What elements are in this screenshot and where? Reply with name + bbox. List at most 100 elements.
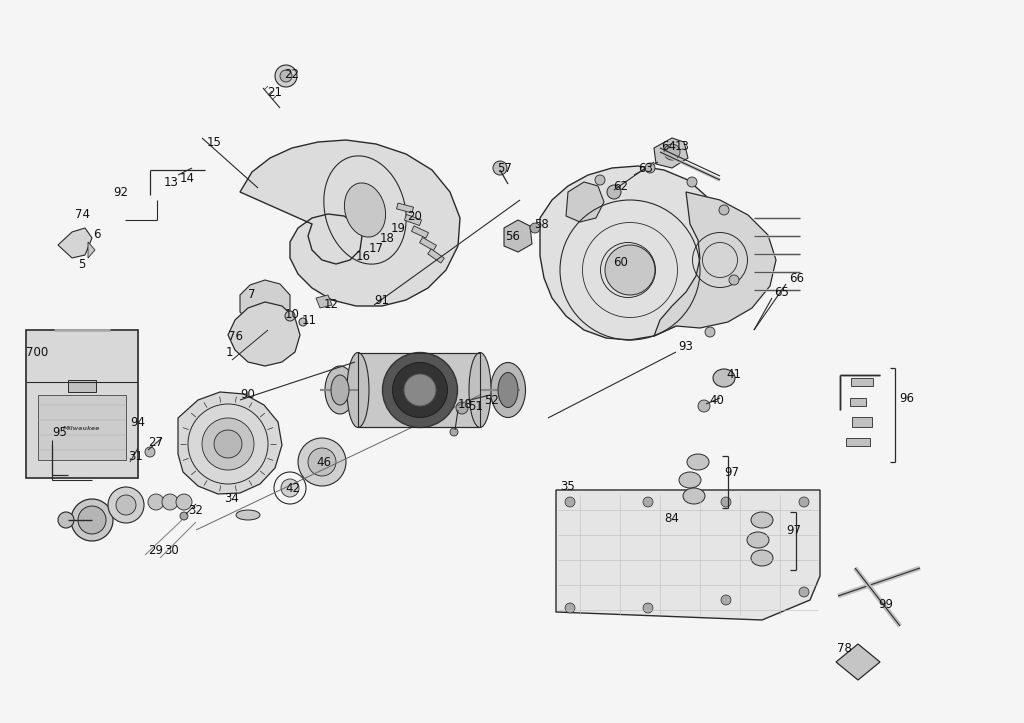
Polygon shape <box>58 228 92 258</box>
Ellipse shape <box>721 497 731 507</box>
Ellipse shape <box>605 245 655 295</box>
Ellipse shape <box>713 369 735 387</box>
Ellipse shape <box>347 353 369 427</box>
Ellipse shape <box>719 205 729 215</box>
Text: 40: 40 <box>709 393 724 406</box>
Ellipse shape <box>687 454 709 470</box>
Polygon shape <box>240 140 460 306</box>
Text: 16: 16 <box>356 250 371 263</box>
Text: 17: 17 <box>369 241 384 254</box>
Polygon shape <box>846 438 870 446</box>
Ellipse shape <box>214 430 242 458</box>
Text: 32: 32 <box>188 503 203 516</box>
Ellipse shape <box>71 499 113 541</box>
Ellipse shape <box>285 311 295 321</box>
Ellipse shape <box>565 497 575 507</box>
Text: 15: 15 <box>207 137 222 150</box>
Text: 66: 66 <box>790 272 804 284</box>
Text: 52: 52 <box>484 395 499 408</box>
Ellipse shape <box>799 497 809 507</box>
Text: 42: 42 <box>285 482 300 495</box>
Text: 64: 64 <box>662 140 676 153</box>
Ellipse shape <box>78 506 106 534</box>
Text: 96: 96 <box>899 393 914 406</box>
Text: 90: 90 <box>240 388 255 401</box>
Ellipse shape <box>331 375 349 405</box>
Polygon shape <box>852 417 872 427</box>
Ellipse shape <box>721 595 731 605</box>
Polygon shape <box>178 392 282 494</box>
Polygon shape <box>566 182 604 222</box>
Text: 93: 93 <box>678 341 693 354</box>
Text: 34: 34 <box>224 492 239 505</box>
Ellipse shape <box>643 497 653 507</box>
Text: 7: 7 <box>248 288 256 301</box>
Ellipse shape <box>469 353 490 427</box>
Ellipse shape <box>664 144 680 160</box>
Polygon shape <box>38 395 126 460</box>
Polygon shape <box>654 192 776 336</box>
Text: 56: 56 <box>505 229 520 242</box>
Polygon shape <box>358 353 480 427</box>
Text: 94: 94 <box>130 416 145 429</box>
Text: 65: 65 <box>774 286 788 299</box>
Polygon shape <box>420 237 436 251</box>
Ellipse shape <box>595 175 605 185</box>
Text: 20: 20 <box>407 210 422 223</box>
Ellipse shape <box>705 327 715 337</box>
Polygon shape <box>240 280 290 326</box>
Text: 97: 97 <box>724 466 739 479</box>
Polygon shape <box>654 138 688 168</box>
Polygon shape <box>404 215 422 226</box>
Ellipse shape <box>108 487 144 523</box>
Ellipse shape <box>490 362 525 417</box>
Polygon shape <box>396 203 414 213</box>
Text: 46: 46 <box>316 455 331 469</box>
Ellipse shape <box>751 512 773 528</box>
Ellipse shape <box>687 177 697 187</box>
Ellipse shape <box>799 587 809 597</box>
Ellipse shape <box>281 479 299 497</box>
Ellipse shape <box>392 362 447 417</box>
Ellipse shape <box>683 488 705 504</box>
Text: 13: 13 <box>675 140 690 153</box>
Ellipse shape <box>202 418 254 470</box>
Text: 51: 51 <box>468 401 483 414</box>
Ellipse shape <box>344 183 386 237</box>
Polygon shape <box>228 302 300 366</box>
Ellipse shape <box>498 372 518 408</box>
Polygon shape <box>540 166 724 340</box>
Ellipse shape <box>493 161 507 175</box>
Text: 35: 35 <box>560 481 574 494</box>
Text: 63: 63 <box>638 161 653 174</box>
Text: 41: 41 <box>726 367 741 380</box>
Text: 700: 700 <box>26 346 48 359</box>
Polygon shape <box>428 249 444 263</box>
Text: 19: 19 <box>391 221 406 234</box>
Polygon shape <box>851 378 873 386</box>
Polygon shape <box>68 380 96 392</box>
Ellipse shape <box>565 603 575 613</box>
Ellipse shape <box>383 353 458 427</box>
Ellipse shape <box>280 70 292 82</box>
Ellipse shape <box>643 603 653 613</box>
Text: 97: 97 <box>786 524 801 537</box>
Polygon shape <box>88 242 95 258</box>
Text: 21: 21 <box>267 87 282 100</box>
Text: 31: 31 <box>128 450 143 463</box>
Ellipse shape <box>299 318 307 326</box>
Ellipse shape <box>298 438 346 486</box>
Ellipse shape <box>645 163 655 173</box>
Ellipse shape <box>162 494 178 510</box>
Text: 95: 95 <box>52 426 67 439</box>
Ellipse shape <box>456 402 468 414</box>
Text: 12: 12 <box>324 299 339 312</box>
Text: 10: 10 <box>285 307 300 320</box>
Text: 29: 29 <box>148 544 163 557</box>
Text: 58: 58 <box>534 218 549 231</box>
Text: 62: 62 <box>613 181 628 194</box>
Text: 1: 1 <box>226 346 233 359</box>
Text: 30: 30 <box>164 544 179 557</box>
Text: 60: 60 <box>613 255 628 268</box>
Polygon shape <box>850 398 866 406</box>
